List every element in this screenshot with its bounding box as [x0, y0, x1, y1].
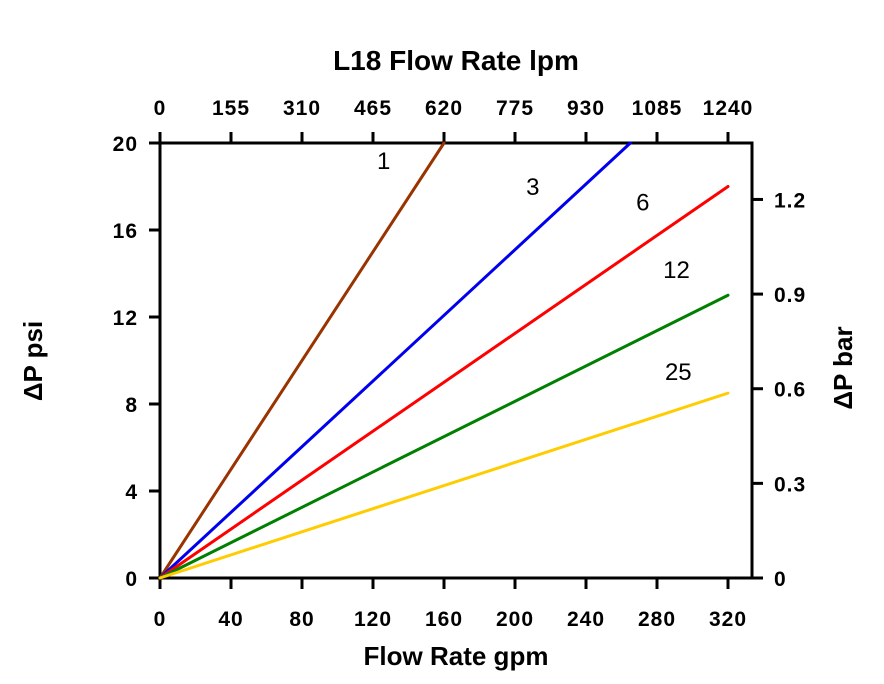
series-line-1	[158, 141, 446, 580]
plot-border	[158, 141, 754, 580]
x-top-tick-label-1085: 1085	[632, 97, 683, 120]
y-right-tick-label-1.2: 1.2	[774, 189, 806, 212]
y-left-tick-label-4: 4	[125, 481, 138, 504]
x-bottom-tick-label-80: 80	[289, 608, 314, 631]
x-bottom-tick-label-320: 320	[709, 608, 747, 631]
x-bottom-tick-label-120: 120	[354, 608, 392, 631]
y-left-tick-label-12: 12	[113, 307, 138, 330]
x-top-tick-label-620: 620	[425, 97, 463, 120]
series-label-25: 25	[665, 359, 692, 386]
x-bottom-tick-label-0: 0	[154, 608, 167, 631]
x-bottom-tick-label-40: 40	[218, 608, 243, 631]
x-bottom-tick-label-200: 200	[496, 608, 534, 631]
y-right-tick-label-0.9: 0.9	[774, 284, 806, 307]
series-label-3: 3	[526, 174, 539, 201]
y-left-tick-label-20: 20	[113, 133, 138, 156]
left-y-axis-label: ΔP psi	[18, 321, 48, 401]
x-bottom-tick-label-280: 280	[638, 608, 676, 631]
y-left-tick-label-0: 0	[125, 568, 138, 591]
y-right-tick-label-0.6: 0.6	[774, 379, 806, 402]
right-y-axis-label: ΔP bar	[828, 326, 858, 409]
series-label-12: 12	[663, 257, 690, 284]
x-top-tick-label-930: 930	[567, 97, 605, 120]
series-line-12	[158, 293, 730, 580]
series-line-3	[158, 141, 632, 580]
y-left-tick-label-16: 16	[113, 220, 138, 243]
x-bottom-tick-label-160: 160	[425, 608, 463, 631]
series-label-6: 6	[636, 189, 649, 216]
x-axis-label: Flow Rate gpm	[364, 641, 549, 671]
series-line-25	[158, 391, 730, 580]
x-top-tick-label-465: 465	[354, 97, 392, 120]
x-top-tick-label-155: 155	[212, 97, 250, 120]
top-axis-title: L18 Flow Rate lpm	[333, 45, 579, 76]
series-label-1: 1	[377, 148, 390, 175]
y-right-tick-label-0: 0	[774, 568, 787, 591]
x-top-tick-label-0: 0	[154, 97, 167, 120]
x-bottom-tick-label-240: 240	[567, 608, 605, 631]
y-right-tick-label-0.3: 0.3	[774, 473, 806, 496]
y-left-tick-label-8: 8	[125, 394, 138, 417]
x-top-tick-label-310: 310	[283, 97, 321, 120]
x-top-tick-label-1240: 1240	[703, 97, 754, 120]
x-top-tick-label-775: 775	[496, 97, 534, 120]
series-line-6	[158, 185, 730, 580]
